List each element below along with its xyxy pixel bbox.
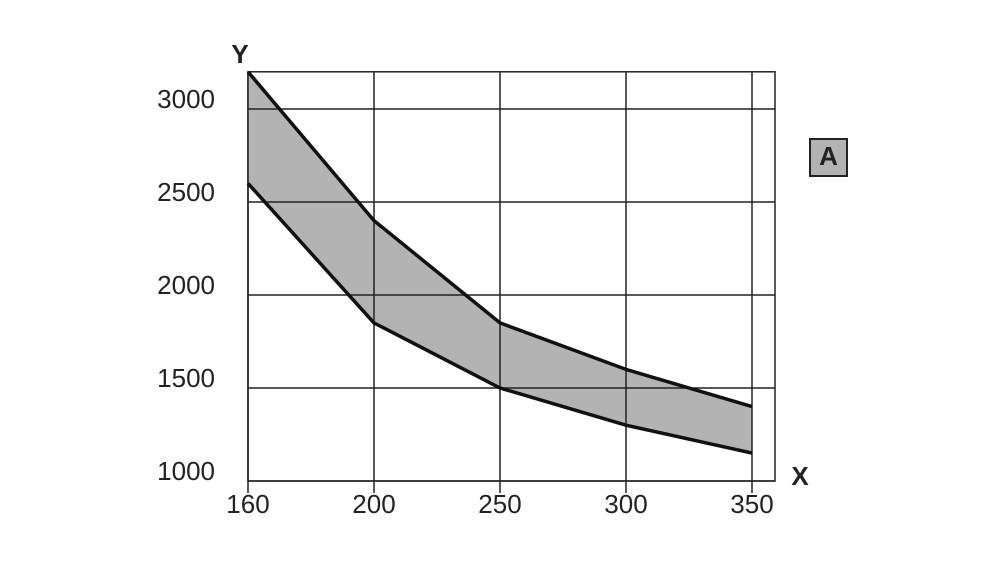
- x-tick-label: 250: [478, 489, 521, 519]
- y-tick-label: 1500: [157, 363, 215, 393]
- y-axis-label: Y: [231, 39, 248, 69]
- legend-swatch: [809, 138, 848, 177]
- y-tick-label: 2000: [157, 270, 215, 300]
- band-edge: [246, 182, 753, 455]
- y-tick-label: 2500: [157, 177, 215, 207]
- x-tick-label: 350: [730, 489, 773, 519]
- legend-label: A: [819, 141, 838, 171]
- x-tick-label: 160: [226, 489, 269, 519]
- x-tick-label: 200: [352, 489, 395, 519]
- x-axis-label: X: [791, 461, 809, 491]
- x-tick-label: 300: [604, 489, 647, 519]
- y-tick-label: 1000: [157, 456, 215, 486]
- band-edge: [246, 70, 753, 409]
- y-tick-label: 3000: [157, 84, 215, 114]
